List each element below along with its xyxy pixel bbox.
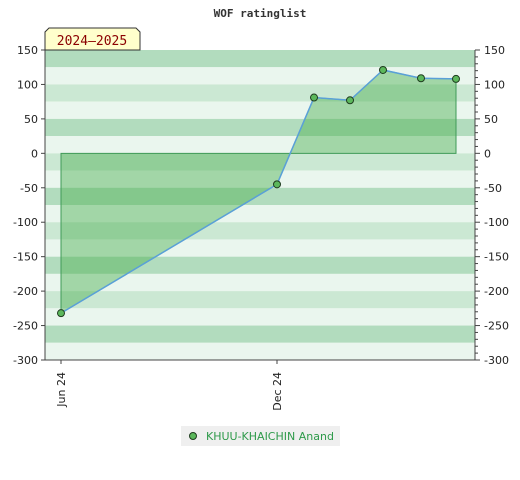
data-point[interactable] xyxy=(417,74,425,83)
background-band xyxy=(45,308,475,326)
background-band xyxy=(45,187,475,205)
background-band xyxy=(45,67,475,85)
y-tick-label-right: 150 xyxy=(484,44,505,57)
y-tick-label-left: -100 xyxy=(13,216,38,229)
y-tick-label-right: 50 xyxy=(484,113,498,126)
legend-box xyxy=(181,426,340,446)
x-tick-label: Dec 24 xyxy=(271,372,284,411)
background-band xyxy=(45,205,475,223)
background-band xyxy=(45,273,475,292)
y-tick-label-left: -200 xyxy=(13,285,38,298)
data-point[interactable] xyxy=(452,74,460,83)
background-band xyxy=(45,342,475,360)
season-label: 2024–2025 xyxy=(57,34,127,49)
y-tick-label-right: -200 xyxy=(484,285,509,298)
x-axis: Jun 24 Dec 24 xyxy=(45,359,475,411)
legend-marker xyxy=(189,432,197,440)
y-tick-label-right: -100 xyxy=(484,216,509,229)
y-tick-label-left: -150 xyxy=(13,251,38,264)
y-tick-label-left: -250 xyxy=(13,320,38,333)
series-markers[interactable] xyxy=(57,65,460,318)
data-point[interactable] xyxy=(310,93,318,102)
background-band xyxy=(45,291,475,309)
y-tick-label-left: -50 xyxy=(20,182,38,195)
y-tick-label-right: -150 xyxy=(484,251,509,264)
data-point[interactable] xyxy=(273,180,281,189)
background-band xyxy=(45,50,475,68)
season-badge-box xyxy=(44,27,141,51)
background-band xyxy=(45,170,475,188)
legend-label[interactable]: KHUU-KHAICHIN Anand xyxy=(206,430,334,443)
y-tick-label-right: -250 xyxy=(484,320,509,333)
y-axis-left: 150 100 50 0 -50 -100 -150 -200 -250 -300 xyxy=(13,44,46,367)
background-band xyxy=(45,256,475,274)
chart-title: WOF ratinglist xyxy=(214,7,307,20)
background-band xyxy=(45,84,475,102)
legend[interactable]: KHUU-KHAICHIN Anand xyxy=(181,426,340,446)
y-tick-label-right: -300 xyxy=(484,354,509,367)
y-tick-label-right: 0 xyxy=(484,147,491,160)
background-band xyxy=(45,153,475,171)
y-tick-label-left: -300 xyxy=(13,354,38,367)
background-band xyxy=(45,222,475,240)
background-band xyxy=(45,136,475,154)
background-band xyxy=(45,101,475,119)
data-point[interactable] xyxy=(379,65,387,74)
y-axis-right: 150 100 50 0 -50 -100 -150 -200 -250 -300 xyxy=(474,44,509,367)
y-tick-label-right: -50 xyxy=(484,182,502,195)
background-bands xyxy=(45,50,475,360)
season-badge: 2024–2025 xyxy=(44,27,141,51)
y-tick-label-left: 0 xyxy=(31,147,38,160)
data-point[interactable] xyxy=(57,309,65,318)
background-band xyxy=(45,325,475,343)
y-tick-label-left: 100 xyxy=(17,78,38,91)
y-tick-label-left: 50 xyxy=(24,113,38,126)
x-tick-label: Jun 24 xyxy=(55,372,68,408)
y-tick-label-right: 100 xyxy=(484,78,505,91)
data-point[interactable] xyxy=(346,96,354,105)
background-band xyxy=(45,239,475,257)
background-band xyxy=(45,118,475,137)
y-tick-label-left: 150 xyxy=(17,44,38,57)
